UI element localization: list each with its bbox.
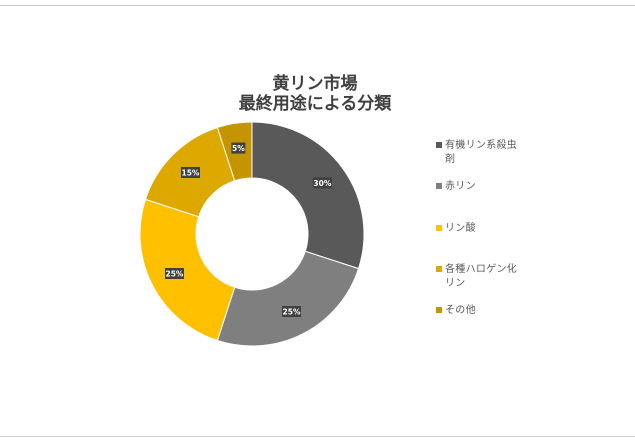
data-label-text-4: 15%	[182, 168, 200, 177]
legend-label-3: リン酸	[445, 223, 476, 234]
legend-swatch-2	[436, 183, 442, 189]
donut-slice-1	[251, 121, 365, 270]
chart-title-line-1: 黄リン市場	[272, 74, 358, 94]
donut-slice-3	[139, 198, 236, 342]
legend-swatch-3	[436, 225, 442, 231]
data-label-box-3	[164, 267, 184, 279]
data-label-box-5	[231, 142, 246, 154]
data-label-text-5: 5%	[232, 144, 245, 153]
data-label-box-2	[281, 306, 301, 318]
data-label-1: 30%	[312, 177, 332, 189]
legend-label-2: 赤リン	[445, 181, 476, 192]
legend-label-4: 各種ハロゲン化 リン	[445, 264, 518, 289]
legend-item-2: 赤リン	[436, 180, 535, 194]
legend-swatch-4	[436, 266, 442, 272]
data-label-text-1: 30%	[313, 179, 331, 188]
top-border	[0, 5, 635, 6]
legend-item-1: 有機リン系殺虫剤	[436, 139, 535, 167]
legend-label-5: その他	[445, 305, 476, 316]
data-label-text-3: 25%	[166, 269, 184, 278]
legend-label-1: 有機リン系殺虫剤	[445, 140, 518, 165]
data-label-2: 25%	[281, 306, 301, 318]
chart-title-line-2: 最終用途による分類	[238, 94, 392, 114]
data-label-box-1	[312, 177, 332, 189]
legend-swatch-1	[436, 142, 442, 148]
data-label-box-4	[180, 166, 200, 178]
legend-swatch-5	[436, 307, 442, 313]
data-label-5: 5%	[231, 142, 246, 154]
data-label-text-2: 25%	[283, 308, 301, 317]
legend-item-3: リン酸	[436, 222, 535, 236]
legend-item-5: その他	[436, 304, 535, 318]
donut-slice-2	[216, 250, 360, 347]
chart-title: 黄リン市場 最終用途による分類	[170, 74, 460, 114]
bottom-border	[0, 436, 635, 437]
data-label-4: 15%	[180, 166, 200, 178]
data-label-3: 25%	[164, 267, 184, 279]
legend-item-4: 各種ハロゲン化 リン	[436, 263, 535, 291]
